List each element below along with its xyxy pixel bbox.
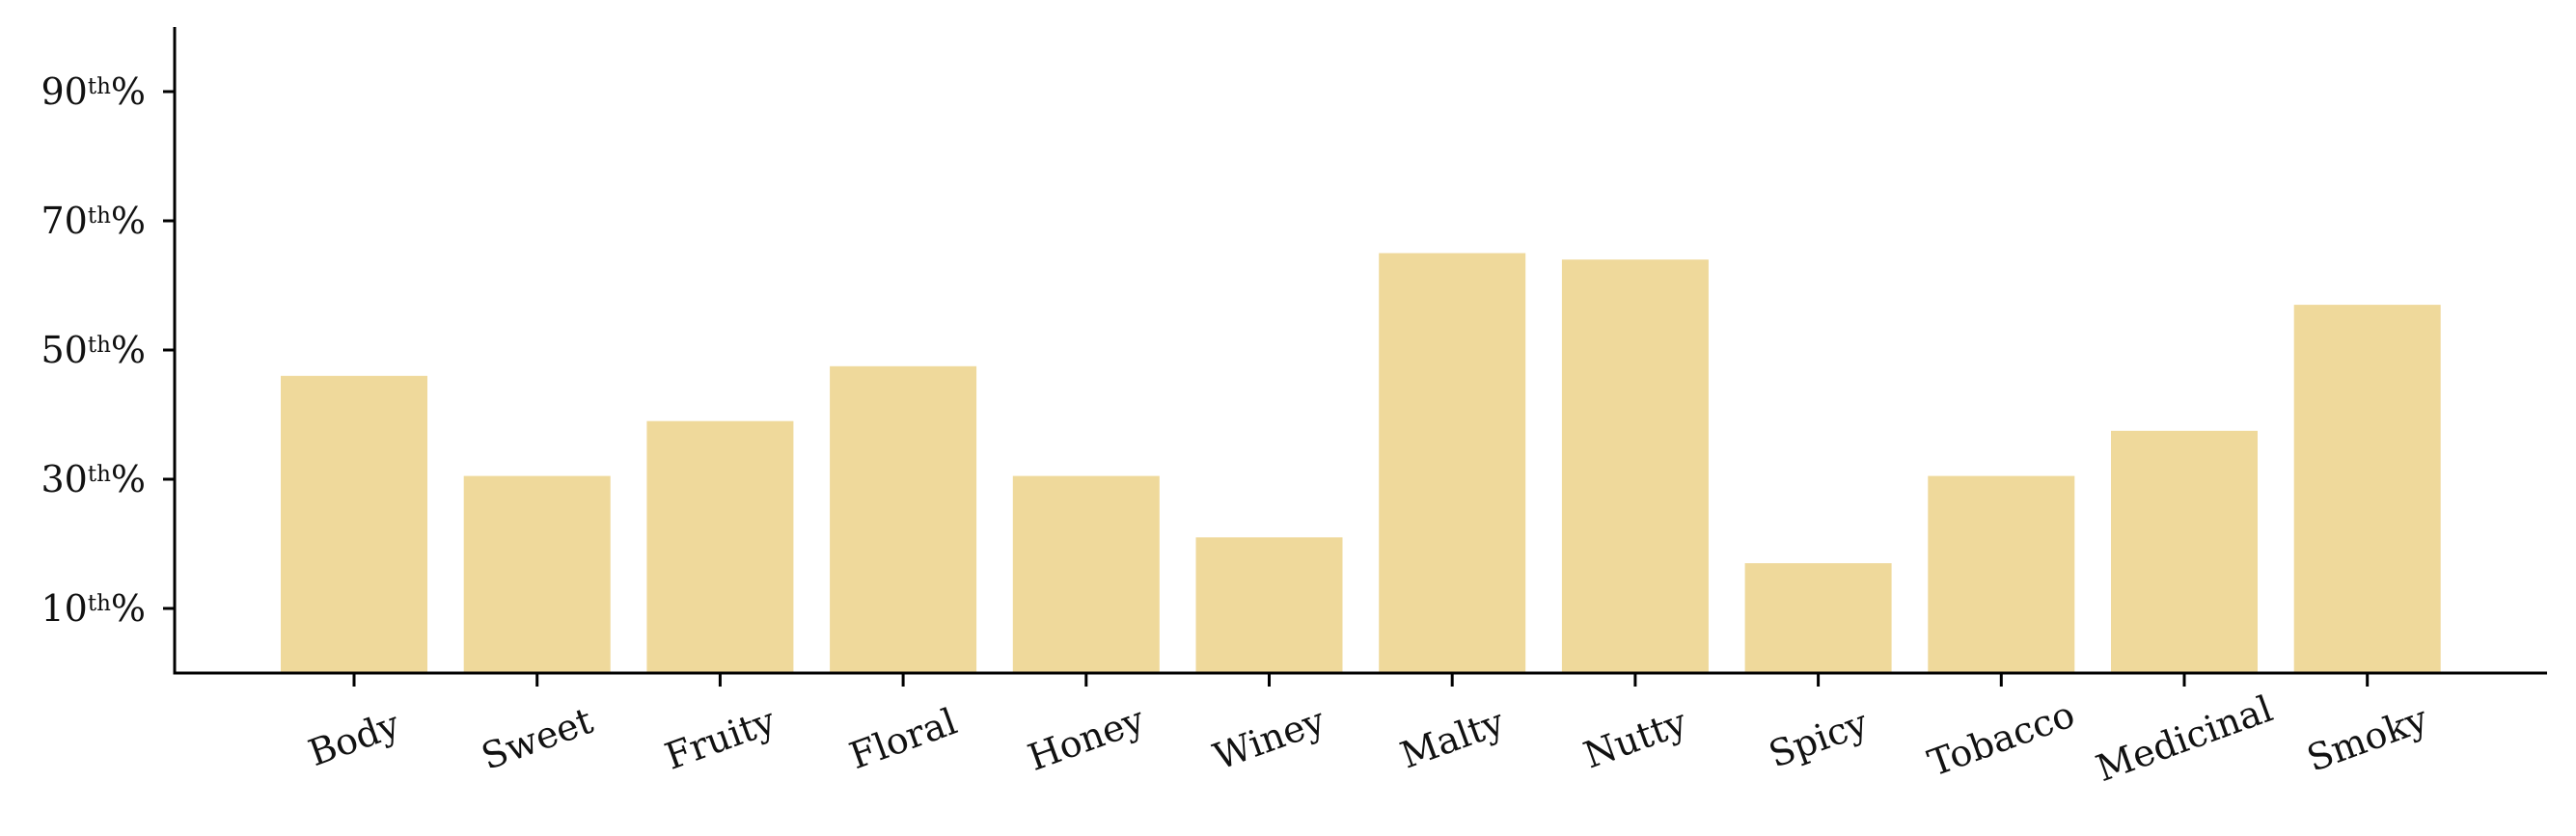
y-tick-number: 10 — [41, 587, 87, 630]
y-tick-label-90: 90th% — [41, 70, 146, 113]
y-tick-number: 90 — [41, 70, 87, 113]
x-axis: Body Sweet Fruity Floral Honey Winey Malty Nutt… — [173, 671, 2547, 791]
x-tick-label-nutty: Nutty — [1578, 700, 1693, 776]
bar-malty — [1379, 253, 1526, 673]
x-tick-label-fruity: Fruity — [659, 699, 781, 778]
y-tick-superscript: th — [88, 462, 111, 487]
bar-fruity — [646, 420, 794, 673]
x-tick-label-floral: Floral — [844, 700, 963, 777]
y-tick-superscript: th — [88, 591, 111, 616]
y-tick-suffix: % — [111, 587, 146, 630]
x-tick-label-spicy: Spicy — [1764, 701, 1874, 776]
bar-floral — [830, 365, 977, 674]
bar-nutty — [1561, 259, 1709, 673]
y-tick-superscript: th — [88, 203, 111, 229]
bar-medicinal — [2111, 430, 2258, 674]
x-tick-label-honey: Honey — [1023, 698, 1150, 779]
y-tick-number: 30 — [41, 458, 87, 500]
bar-body — [281, 375, 427, 673]
y-tick-label-50: 50th% — [41, 329, 146, 371]
y-tick-superscript: th — [88, 333, 111, 358]
y-tick-label-30: 30th% — [41, 458, 146, 500]
bar-sweet — [463, 475, 611, 673]
y-tick-number: 70 — [41, 200, 87, 242]
y-tick-suffix: % — [111, 70, 146, 113]
x-tick-label-tobacco: Tobacco — [1923, 692, 2080, 784]
bar-honey — [1012, 475, 1160, 673]
y-tick-suffix: % — [111, 329, 146, 371]
y-tick-suffix: % — [111, 200, 146, 242]
bars-group — [281, 253, 2441, 674]
bar-smoky — [2293, 305, 2441, 673]
x-tick-label-malty: Malty — [1395, 700, 1510, 776]
bar-spicy — [1744, 563, 1892, 673]
x-tick-label-medicinal: Medicinal — [2091, 688, 2278, 791]
y-tick-label-70: 70th% — [41, 200, 146, 242]
y-tick-label-10: 10th% — [41, 587, 146, 630]
bar-winey — [1195, 537, 1343, 673]
y-axis: 10th%30th%50th%70th%90th% — [41, 27, 177, 674]
x-tick-label-body: Body — [303, 703, 405, 775]
y-tick-suffix: % — [111, 458, 146, 500]
y-tick-number: 50 — [41, 329, 87, 371]
x-tick-label-winey: Winey — [1208, 699, 1330, 778]
y-tick-superscript: th — [88, 74, 111, 99]
x-tick-label-sweet: Sweet — [476, 699, 598, 778]
bar-tobacco — [1928, 475, 2075, 673]
x-tick-label-smoky: Smoky — [2301, 697, 2433, 780]
